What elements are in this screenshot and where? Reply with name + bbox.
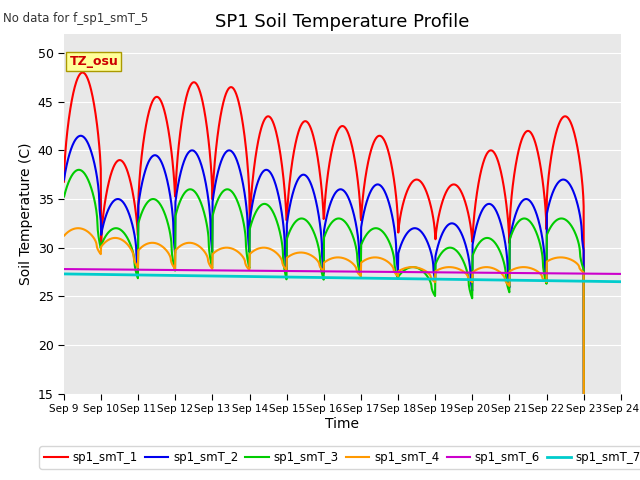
sp1_smT_1 <box>297 123 305 129</box>
sp1_smT_1 <box>126 178 134 183</box>
Title: SP1 Soil Temperature Profile: SP1 Soil Temperature Profile <box>215 12 470 31</box>
sp1_smT_1 <box>308 129 316 135</box>
sp1_smT_7 <box>377 276 385 281</box>
sp1_smT_3 <box>378 228 385 233</box>
sp1_smT_3 <box>318 271 326 277</box>
sp1_smT_6 <box>318 268 326 274</box>
sp1_smT_6 <box>126 267 134 273</box>
sp1_smT_1 <box>378 133 385 139</box>
sp1_smT_7 <box>126 272 134 278</box>
sp1_smT_2 <box>77 133 84 139</box>
sp1_smT_3 <box>104 231 111 237</box>
sp1_smT_2 <box>378 183 385 189</box>
sp1_smT_4 <box>74 225 82 231</box>
X-axis label: Time: Time <box>325 417 360 431</box>
sp1_smT_7 <box>617 279 625 285</box>
sp1_smT_2 <box>126 214 134 220</box>
Y-axis label: Soil Temperature (C): Soil Temperature (C) <box>19 143 33 285</box>
sp1_smT_6 <box>617 271 625 277</box>
Line: sp1_smT_4: sp1_smT_4 <box>64 228 621 480</box>
Line: sp1_smT_6: sp1_smT_6 <box>64 269 621 274</box>
sp1_smT_7 <box>60 271 68 277</box>
sp1_smT_2 <box>60 177 68 183</box>
sp1_smT_6 <box>308 268 316 274</box>
sp1_smT_1 <box>79 70 86 75</box>
sp1_smT_4 <box>378 255 385 261</box>
Line: sp1_smT_1: sp1_smT_1 <box>64 72 621 480</box>
sp1_smT_4 <box>104 238 111 243</box>
sp1_smT_4 <box>297 250 305 255</box>
sp1_smT_7 <box>308 275 316 280</box>
sp1_smT_6 <box>103 266 111 272</box>
sp1_smT_6 <box>60 266 68 272</box>
Text: No data for f_sp1_smT_5: No data for f_sp1_smT_5 <box>3 12 148 25</box>
sp1_smT_6 <box>296 268 304 274</box>
sp1_smT_3 <box>75 167 83 173</box>
sp1_smT_3 <box>297 216 305 221</box>
Text: TZ_osu: TZ_osu <box>70 55 118 68</box>
Legend: sp1_smT_1, sp1_smT_2, sp1_smT_3, sp1_smT_4, sp1_smT_6, sp1_smT_7: sp1_smT_1, sp1_smT_2, sp1_smT_3, sp1_smT… <box>39 446 640 469</box>
sp1_smT_2 <box>308 184 316 190</box>
sp1_smT_2 <box>297 173 305 179</box>
sp1_smT_1 <box>318 192 326 198</box>
sp1_smT_4 <box>318 267 326 273</box>
sp1_smT_3 <box>60 194 68 200</box>
sp1_smT_6 <box>377 269 385 275</box>
sp1_smT_3 <box>126 241 134 247</box>
sp1_smT_1 <box>60 179 68 185</box>
sp1_smT_4 <box>60 233 68 239</box>
Line: sp1_smT_7: sp1_smT_7 <box>64 274 621 282</box>
sp1_smT_3 <box>308 226 316 231</box>
sp1_smT_7 <box>103 272 111 277</box>
Line: sp1_smT_2: sp1_smT_2 <box>64 136 621 480</box>
sp1_smT_7 <box>296 275 304 280</box>
sp1_smT_4 <box>308 253 316 259</box>
sp1_smT_4 <box>126 245 134 251</box>
sp1_smT_2 <box>104 209 111 215</box>
sp1_smT_1 <box>104 185 111 191</box>
Line: sp1_smT_3: sp1_smT_3 <box>64 170 621 480</box>
sp1_smT_2 <box>318 253 326 259</box>
sp1_smT_7 <box>318 275 326 280</box>
